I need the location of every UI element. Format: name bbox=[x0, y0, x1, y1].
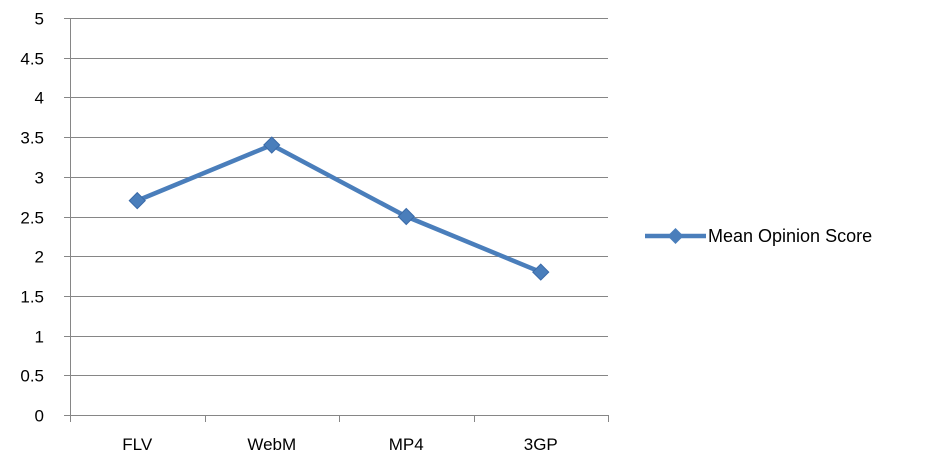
gridlines bbox=[70, 18, 608, 376]
legend-diamond-marker bbox=[667, 228, 684, 244]
y-axis-tick-labels: 0 0.5 1 1.5 2 2.5 3 3.5 4 4.5 5 bbox=[20, 10, 44, 426]
data-point-marker bbox=[128, 191, 146, 210]
data-point-marker bbox=[397, 207, 415, 226]
y-tick-label: 3.5 bbox=[20, 129, 44, 148]
x-axis-tick-labels: FLV WebM MP4 3GP bbox=[122, 435, 557, 454]
y-tick-label: 1.5 bbox=[20, 288, 44, 307]
x-tick-label: MP4 bbox=[389, 435, 424, 454]
axes bbox=[64, 18, 609, 422]
y-tick-label: 5 bbox=[35, 10, 44, 29]
y-tick-label: 0.5 bbox=[20, 367, 44, 386]
y-tick-label: 4.5 bbox=[20, 50, 44, 69]
legend-label: Mean Opinion Score bbox=[708, 226, 872, 246]
x-tick-label: FLV bbox=[122, 435, 153, 454]
y-tick-label: 3 bbox=[35, 169, 44, 188]
data-point-marker bbox=[532, 263, 550, 281]
legend: Mean Opinion Score bbox=[645, 226, 872, 246]
series-line bbox=[135, 142, 543, 275]
y-tick-label: 1 bbox=[35, 328, 44, 347]
y-tick-label: 4 bbox=[35, 89, 44, 108]
y-tick-label: 0 bbox=[35, 407, 44, 426]
y-tick-label: 2.5 bbox=[20, 209, 44, 228]
y-tick-label: 2 bbox=[35, 248, 44, 267]
series-layer bbox=[128, 136, 550, 281]
data-point-marker bbox=[263, 136, 281, 154]
x-tick-label: WebM bbox=[247, 435, 296, 454]
x-tick-label: 3GP bbox=[524, 435, 558, 454]
